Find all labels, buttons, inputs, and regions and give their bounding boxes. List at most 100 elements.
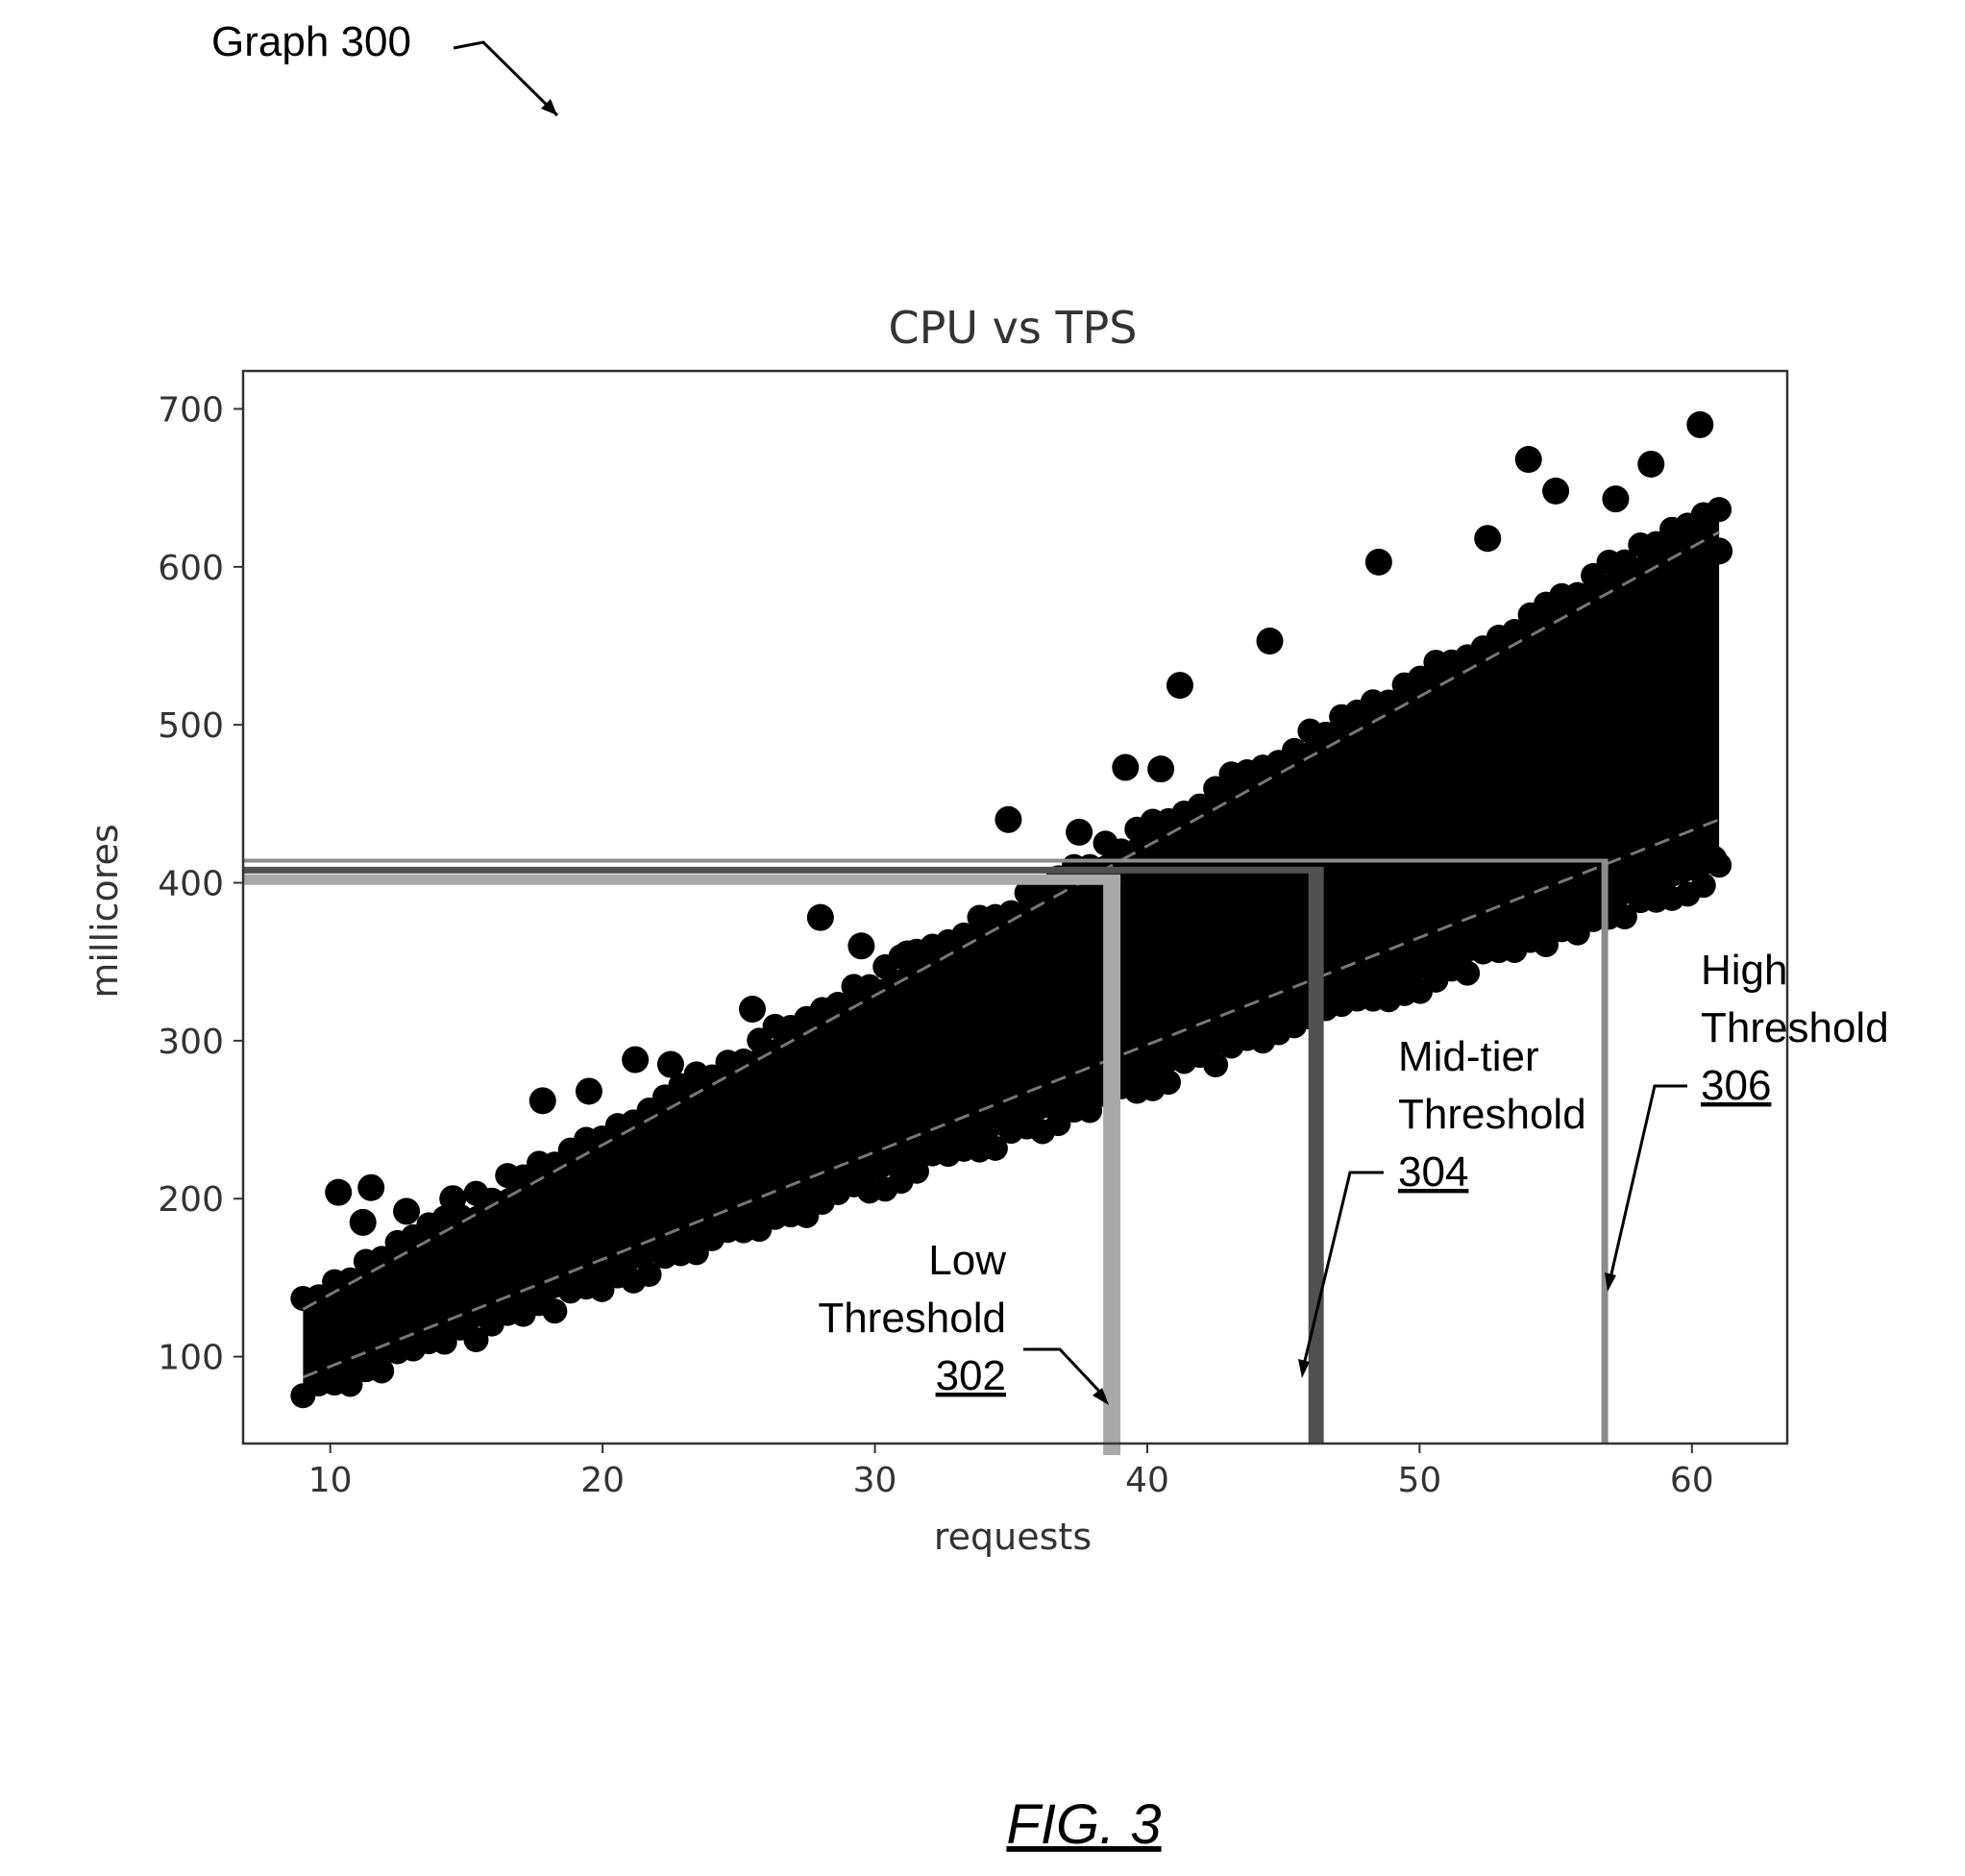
x-tick-label: 40: [1125, 1461, 1169, 1500]
scatter-point: [1066, 818, 1093, 846]
scatter-point: [903, 1158, 929, 1184]
scatter-point: [1637, 450, 1665, 478]
scatter-point: [825, 991, 851, 1017]
scatter-point: [1112, 753, 1140, 781]
high-threshold-label-line2: Threshold: [1701, 1004, 1889, 1051]
fit-line: [302, 818, 1720, 1379]
high-threshold-annotation: High Threshold 306: [1605, 947, 1889, 1292]
scatter-point: [1700, 845, 1728, 873]
scatter-point: [1408, 665, 1434, 691]
scatter-point: [337, 1371, 363, 1397]
y-tick-label: 400: [158, 865, 224, 904]
mid-threshold-label-line1: Mid-tier: [1398, 1033, 1539, 1080]
plot-area: [290, 410, 1733, 1409]
scatter-point: [463, 1327, 489, 1353]
scatter-point: [1313, 721, 1339, 747]
mid-threshold-arrow-icon: [1298, 1171, 1384, 1378]
scatter-point: [1203, 1052, 1229, 1078]
x-tick-label: 30: [853, 1461, 897, 1500]
scatter-point: [894, 940, 921, 968]
scatter-point: [1502, 618, 1528, 644]
low-threshold-ref: 302: [936, 1352, 1006, 1399]
scatter-point: [1282, 737, 1308, 763]
scatter-point: [1364, 548, 1392, 576]
scatter-point: [656, 1050, 684, 1078]
scatter-point: [1611, 549, 1637, 575]
mid-tier-threshold-annotation: Mid-tier Threshold 304: [1298, 1033, 1586, 1378]
high-threshold-arrow-icon: [1605, 1084, 1687, 1292]
x-tick-label: 60: [1670, 1461, 1714, 1500]
mid-threshold-ref: 304: [1398, 1148, 1468, 1196]
x-axis-label: requests: [934, 1516, 1092, 1558]
scatter-point: [1514, 446, 1542, 474]
scatter-point: [1156, 1070, 1182, 1096]
mid-threshold-label-line2: Threshold: [1398, 1091, 1586, 1138]
scatter-point: [1376, 689, 1402, 715]
scatter-point: [636, 1262, 662, 1288]
x-tick-label: 50: [1397, 1461, 1441, 1500]
scatter-point: [1029, 880, 1055, 906]
scatter-point: [393, 1197, 421, 1225]
scatter-point: [439, 1185, 467, 1213]
scatter-point: [528, 1087, 556, 1115]
y-axis-label: millicores: [84, 824, 126, 998]
scatter-point: [738, 996, 766, 1024]
scatter-point: [1602, 485, 1630, 513]
scatter-point: [1686, 410, 1714, 438]
scatter-point: [982, 1135, 1008, 1161]
scatter-point: [542, 1298, 568, 1324]
y-tick-label: 600: [158, 549, 224, 588]
scatter-point: [1706, 537, 1733, 565]
low-threshold-annotation: Low Threshold 302: [818, 1237, 1109, 1405]
high-threshold-ref: 306: [1701, 1062, 1771, 1109]
scatter-point: [700, 1064, 725, 1090]
scatter-point: [1564, 581, 1590, 607]
scatter-point: [730, 1049, 756, 1074]
plot-frame: [241, 369, 1789, 1445]
scatter-point: [369, 1358, 395, 1384]
scatter-point: [1166, 672, 1193, 700]
scatter-point: [1187, 793, 1213, 819]
scatter-point: [479, 1187, 504, 1213]
graph-pointer-arrow-icon: [453, 40, 559, 117]
scatter-point: [1534, 931, 1560, 957]
scatter-point: [325, 1178, 353, 1206]
graph-label: Graph 300: [211, 18, 411, 65]
scatter-point: [856, 974, 882, 1000]
scatter-point: [349, 1208, 377, 1236]
y-tick-label: 100: [158, 1339, 224, 1378]
scatter-point: [1474, 525, 1502, 553]
high-threshold-label-line1: High: [1701, 947, 1788, 994]
threshold-lines: [243, 858, 1609, 1455]
y-tick-label: 300: [158, 1023, 224, 1062]
scatter-density-band: [303, 511, 1720, 1392]
fit-line: [302, 531, 1720, 1311]
axis-ticks: 10 20 30 40 50 60 100 200 300 400 500 600 700: [158, 390, 1713, 1500]
chart-title: CPU vs TPS: [889, 302, 1138, 354]
scatter-point: [1542, 477, 1570, 505]
fit-lines: [302, 531, 1720, 1379]
scatter-point: [1455, 960, 1481, 986]
scatter-point: [1707, 497, 1732, 523]
low-threshold-label-line1: Low: [928, 1237, 1006, 1284]
scatter-points: [290, 410, 1733, 1409]
x-tick-label: 20: [580, 1461, 625, 1500]
x-tick-label: 10: [308, 1461, 353, 1500]
low-threshold-label-line2: Threshold: [818, 1295, 1006, 1342]
figure-caption: FIG. 3: [1006, 1793, 1161, 1856]
scatter-point: [995, 805, 1022, 833]
y-tick-label: 700: [158, 390, 224, 430]
scatter-point: [575, 1077, 602, 1105]
scatter-point: [1147, 755, 1175, 783]
scatter-point: [337, 1267, 363, 1293]
scatter-point: [951, 922, 977, 948]
low-threshold-arrow-icon: [1023, 1347, 1109, 1405]
y-tick-label: 200: [158, 1180, 224, 1220]
scatter-point: [1203, 776, 1229, 802]
scatter-point: [847, 932, 875, 960]
scatter-point: [1611, 904, 1637, 930]
scatter-point: [369, 1246, 395, 1271]
scatter-point: [1256, 628, 1284, 655]
scatter-point: [1077, 1098, 1103, 1123]
scatter-point: [1690, 873, 1716, 899]
